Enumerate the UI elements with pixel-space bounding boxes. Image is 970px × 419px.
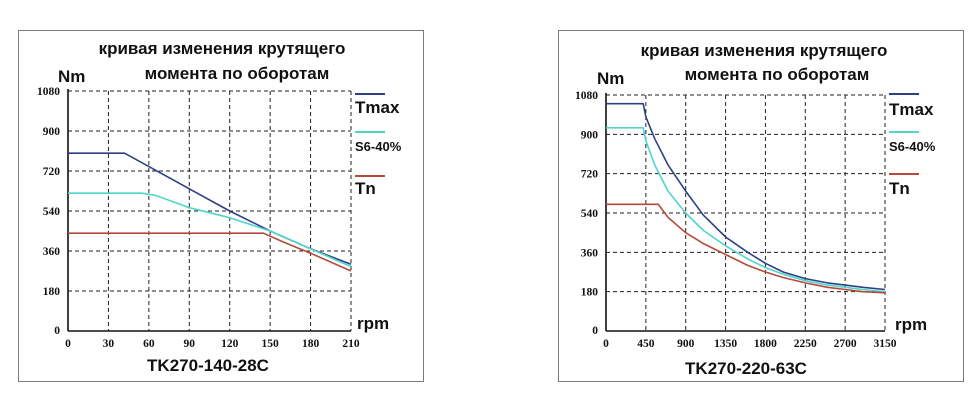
y-tick-label: 360 [43,246,61,258]
y-tick-label: 360 [581,247,599,259]
series-line-tn [68,232,352,272]
plot-area: 0 30 60 90 120 150 180 210 0 180 360 540 720 900 1080 [37,86,360,350]
y-tick-label: 720 [581,169,599,181]
x-tick-label: 120 [221,338,239,350]
legend: Tmax S6-40% Tn [889,93,936,198]
x-tick-label: 30 [103,338,115,350]
y-axis-unit: Nm [58,67,85,86]
x-tick-label: 90 [184,338,196,350]
y-tick-label: 540 [43,206,61,218]
y-axis-unit: Nm [597,69,624,88]
chart-title-line-2: момента по оборотам [145,64,330,83]
x-tick-label: 450 [637,338,655,350]
x-tick-label: 210 [342,338,360,350]
plot-area: 0 450 900 1350 1800 2250 2700 3150 0 180 360 540 720… [575,90,897,350]
x-tick-label: 0 [603,338,609,350]
series-line-tmax [606,102,886,291]
x-axis-unit: rpm [895,315,927,334]
x-tick-label: 2250 [794,338,817,350]
model-label: TK270-220-63C [685,359,807,378]
legend-label: S6-40% [355,139,402,154]
legend-label: S6-40% [889,139,936,154]
chart-title-line-2: момента по оборотам [685,65,870,84]
y-tick-label: 1080 [37,86,60,98]
x-tick-label: 1350 [714,338,737,350]
y-tick-label: 1080 [575,90,598,102]
y-tick-label: 540 [581,208,599,220]
x-tick-label: 3150 [874,338,897,350]
x-tick-label: 0 [65,338,71,350]
x-tick-label: 60 [143,338,155,350]
chart-title-line-1: кривая изменения крутящего [641,41,888,60]
model-label: TK270-140-28C [147,356,269,375]
x-tick-label: 150 [262,338,280,350]
series-line-tn [606,203,886,294]
y-tick-label: 720 [43,166,61,178]
legend: Tmax S6-40% Tn [355,93,402,198]
y-tick-label: 0 [54,325,60,337]
x-tick-label: 2700 [834,338,857,350]
legend-label: Tmax [889,100,934,119]
chart-svg-1: кривая изменения крутящего момента по об… [37,39,402,375]
x-tick-label: 1800 [754,338,777,350]
y-tick-label: 180 [43,286,61,298]
series-line-s6-40- [68,192,352,268]
x-axis-unit: rpm [357,314,389,333]
chart-svg-2: кривая изменения крутящего момента по об… [575,41,936,378]
legend-label: Tn [355,179,376,198]
x-tick-label: 180 [302,338,320,350]
chart-title-line-1: кривая изменения крутящего [99,39,346,58]
legend-label: Tn [889,179,910,198]
legend-label: Tmax [355,98,400,117]
series-line-s6-40- [606,127,886,293]
y-tick-label: 0 [592,325,598,337]
x-tick-label: 900 [677,338,695,350]
y-tick-label: 900 [43,126,61,138]
y-tick-label: 900 [581,129,599,141]
chart-panel-2: кривая изменения крутящего момента по об… [558,30,964,382]
y-tick-label: 180 [581,287,599,299]
chart-panel-1: кривая изменения крутящего момента по об… [18,30,424,382]
